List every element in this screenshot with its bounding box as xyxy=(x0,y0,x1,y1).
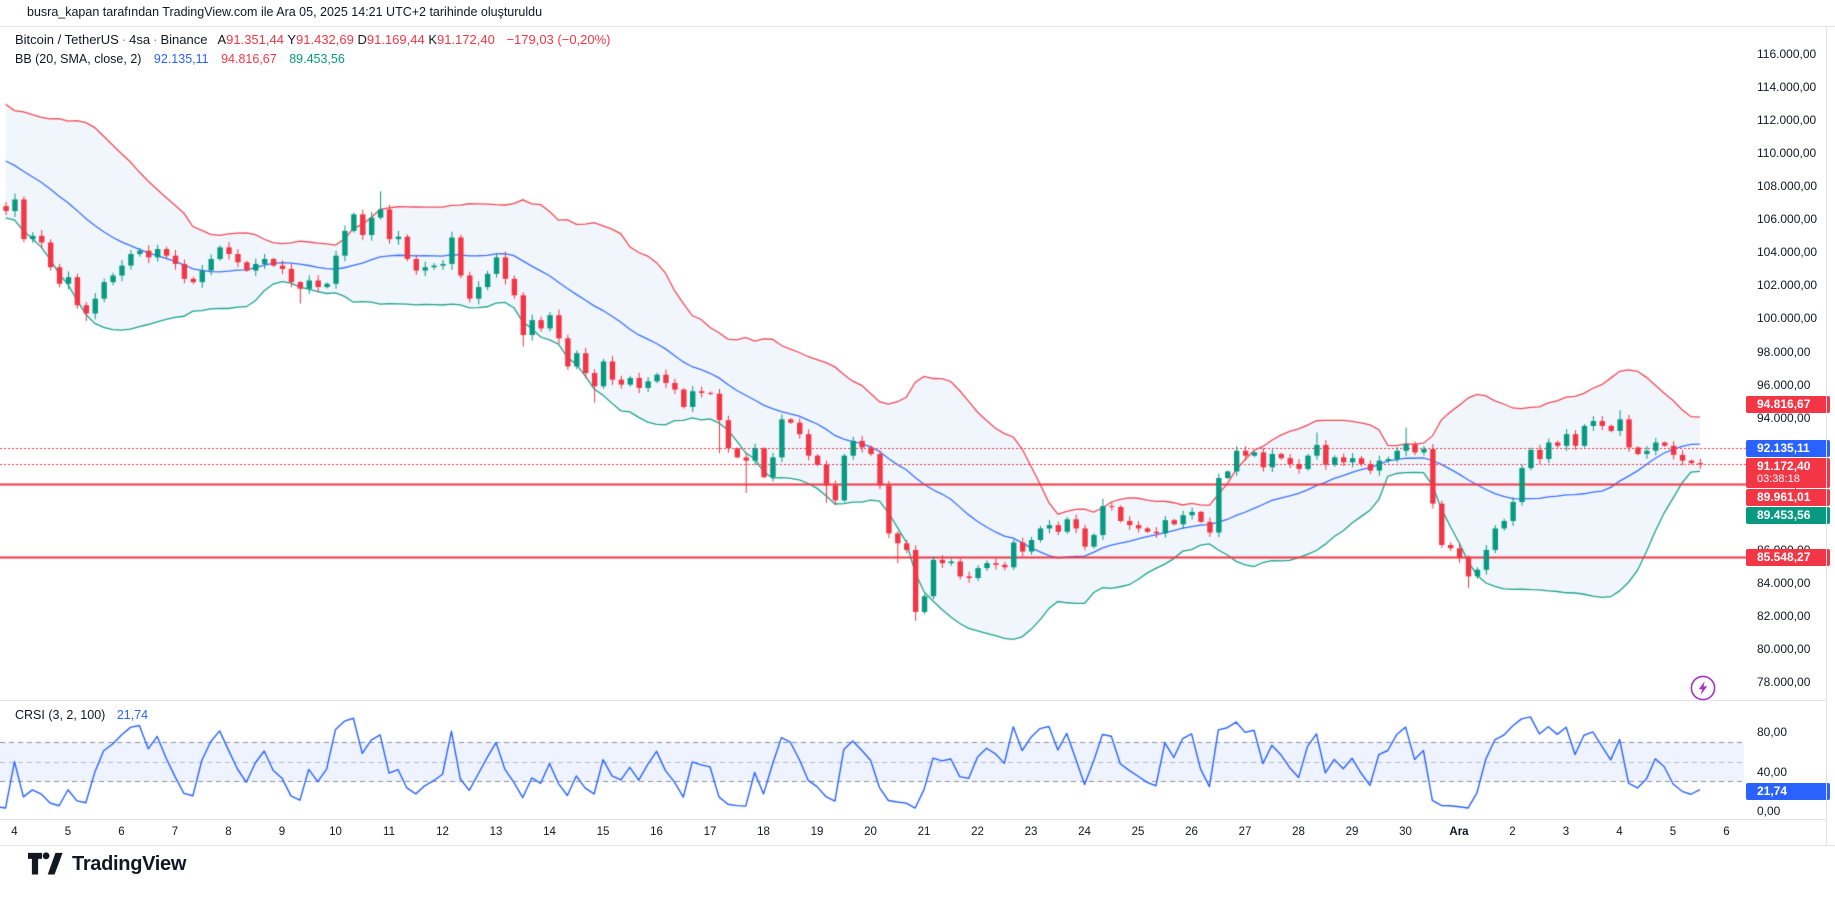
price-tick-label: 112.000,00 xyxy=(1757,113,1817,128)
tradingview-logo-text: TradingView xyxy=(72,852,187,875)
time-tick-label: 13 xyxy=(489,826,503,838)
bb-indicator-label[interactable]: BB (20, SMA, close, 2) xyxy=(15,52,142,66)
price-tick-label: 104.000,00 xyxy=(1757,245,1818,260)
time-tick-label: 14 xyxy=(543,826,556,838)
legend-separator: · xyxy=(153,32,158,47)
price-tick-label: 80.000,00 xyxy=(1757,642,1811,657)
symbol-legend-row[interactable]: Bitcoin / TetherUS · 4sa · Binance A91.351,44… xyxy=(15,33,611,46)
crsi-legend-row[interactable]: CRSI (3, 2, 100) 21,74 xyxy=(15,708,148,722)
ohlc-value: 91.172,40 xyxy=(436,32,499,47)
time-tick-label: 27 xyxy=(1238,826,1252,838)
time-tick-label: 18 xyxy=(757,826,770,838)
price-tick-label: 116.000,00 xyxy=(1757,47,1817,61)
ohlc-key: K xyxy=(428,32,437,47)
bb-lower-value: 89.453,56 xyxy=(289,52,345,66)
ohlc-value: 91.351,44 xyxy=(226,32,288,47)
time-tick-label: 6 xyxy=(118,826,125,838)
time-tick-label: 7 xyxy=(171,826,179,838)
boost-button[interactable] xyxy=(1689,674,1717,702)
time-tick-label: 26 xyxy=(1185,826,1198,838)
symbol-title[interactable]: Bitcoin / TetherUS xyxy=(15,32,119,47)
price-tick-label: 96.000,00 xyxy=(1757,377,1811,392)
time-tick-label: 24 xyxy=(1078,826,1091,838)
price-tick-label: 84.000,00 xyxy=(1757,575,1811,590)
symbol-interval[interactable]: 4sa xyxy=(129,32,151,47)
price-tick-label: 78.000,00 xyxy=(1757,675,1811,690)
tradingview-logo[interactable]: TradingView xyxy=(28,851,186,877)
time-tick-label: 3 xyxy=(1562,826,1570,838)
price-tick-label: 98.000,00 xyxy=(1757,344,1811,359)
time-tick-label: 10 xyxy=(329,826,342,838)
bb-upper-value: 94.816,67 xyxy=(221,52,277,66)
tradingview-logo-icon xyxy=(28,852,63,875)
crsi-tick-label: 80,00 xyxy=(1757,725,1788,739)
price-tick-label: 110.000,00 xyxy=(1757,146,1817,161)
time-tick-label: 29 xyxy=(1345,826,1359,838)
time-tick-label: 9 xyxy=(278,826,286,838)
time-tick-label: 17 xyxy=(703,826,717,838)
crsi-tick-label: 0,00 xyxy=(1757,804,1781,818)
time-tick-label: 28 xyxy=(1292,826,1305,838)
widget-bottom-border xyxy=(0,845,1835,846)
crsi-value: 21,74 xyxy=(116,708,149,722)
price-change: −179,03 (−0,20%) xyxy=(506,32,611,47)
time-tick-label: 16 xyxy=(650,826,663,838)
time-tick-label: 12 xyxy=(436,826,449,838)
crsi-value-label[interactable]: 21,74 xyxy=(1746,783,1830,800)
chart-legend: Bitcoin / TetherUS · 4sa · Binance A91.351,44… xyxy=(15,33,611,66)
price-tick-label: 82.000,00 xyxy=(1757,609,1811,624)
time-tick-label: 11 xyxy=(383,826,395,838)
time-tick-label: 19 xyxy=(810,826,824,838)
axis-divider xyxy=(0,819,1826,820)
time-tick-label: 2 xyxy=(1509,826,1516,838)
time-tick-label: 30 xyxy=(1399,826,1412,838)
price-tick-label: 100.000,00 xyxy=(1757,311,1818,326)
time-tick-label: 23 xyxy=(1024,826,1038,838)
price-tick-label: 114.000,00 xyxy=(1757,80,1817,95)
ohlc-key: A xyxy=(217,32,227,47)
time-tick-label: 15 xyxy=(596,826,610,838)
crsi-tick-label: 40,00 xyxy=(1757,764,1788,779)
legend-separator: · xyxy=(121,32,127,47)
time-tick-label: 5 xyxy=(64,826,72,838)
time-tick-label: 20 xyxy=(864,826,877,838)
pane-divider[interactable] xyxy=(0,700,1826,701)
bb-lower-price-label[interactable]: 89.453,56 xyxy=(1746,507,1830,524)
ohlc-key: D xyxy=(357,32,367,47)
time-tick-label: 4 xyxy=(11,826,18,838)
time-tick-label: 8 xyxy=(225,826,232,838)
price-tick-label: 108.000,00 xyxy=(1757,179,1818,194)
time-tick-label: 22 xyxy=(971,826,984,838)
bb-upper-price-label[interactable]: 94.816,67 xyxy=(1746,396,1830,413)
bb-legend-row[interactable]: BB (20, SMA, close, 2) 92.135,11 94.816,… xyxy=(15,53,611,66)
price-tick-label: 106.000,00 xyxy=(1757,212,1818,227)
level-price-label-2[interactable]: 85.548,27 xyxy=(1746,549,1830,566)
last-price-label[interactable]: 91.172,40 03:38:18 xyxy=(1746,458,1830,488)
lightning-icon xyxy=(1690,675,1716,701)
bb-basis-price-label[interactable]: 92.135,11 xyxy=(1746,440,1830,457)
ohlc-value: 91.432,69 xyxy=(296,32,358,47)
time-tick-label: 4 xyxy=(1616,826,1623,838)
price-tick-label: 94.000,00 xyxy=(1757,410,1811,425)
axis-right-border xyxy=(1826,26,1827,845)
symbol-exchange[interactable]: Binance xyxy=(160,32,208,47)
level-price-label-1[interactable]: 89.961,01 xyxy=(1746,489,1830,506)
bb-basis-value: 92.135,11 xyxy=(153,52,209,66)
time-tick-label: 6 xyxy=(1723,826,1730,838)
ohlc-value: 91.169,44 xyxy=(366,32,429,47)
time-tick-label: 25 xyxy=(1131,826,1145,838)
ohlc-values: A91.351,44 Y91.432,69 D91.169,44 K91.172… xyxy=(217,32,498,47)
price-tick-label: 102.000,00 xyxy=(1757,278,1818,293)
ohlc-key: Y xyxy=(287,32,297,47)
crsi-indicator-label[interactable]: CRSI (3, 2, 100) xyxy=(15,708,106,722)
time-tick-label: 5 xyxy=(1669,826,1677,838)
time-tick-label: 21 xyxy=(917,826,931,838)
time-tick-label: Ara xyxy=(1449,826,1469,838)
